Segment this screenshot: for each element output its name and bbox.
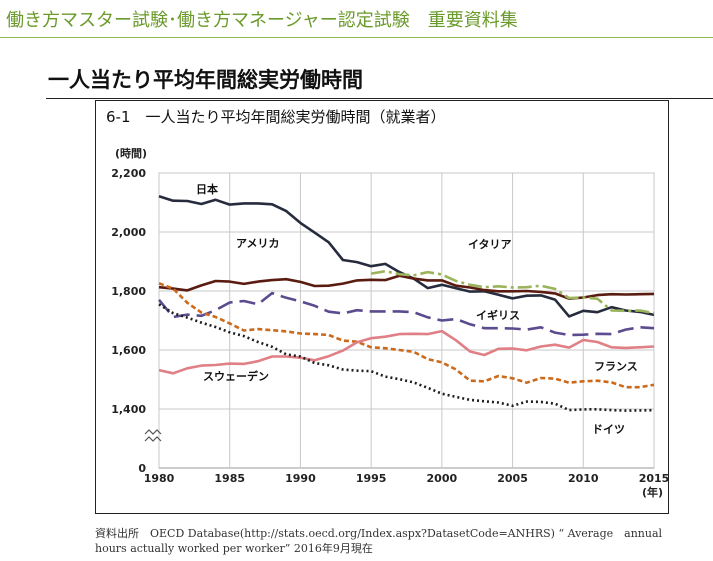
figure-frame: 6-1 一人当たり平均年間総実労働時間（就業者） 0 1,400 1,600 1,80… bbox=[95, 100, 669, 514]
axis-break-mark bbox=[144, 436, 162, 442]
header-divider bbox=[0, 37, 713, 38]
series-line-uk bbox=[157, 291, 655, 337]
series-label-japan: 日本 bbox=[196, 182, 218, 196]
series-label-usa: アメリカ bbox=[236, 237, 279, 250]
series-label-italy: イタリア bbox=[468, 238, 512, 251]
y-tick-label: 0 bbox=[138, 462, 146, 475]
x-tick-label: 2015 bbox=[639, 472, 668, 485]
series-label-uk: イギリス bbox=[476, 308, 520, 322]
y-tick-label: 2,200 bbox=[111, 167, 146, 180]
x-tick-label: 2005 bbox=[497, 472, 528, 485]
source-note: 資料出所 OECD Database(http://stats.oecd.org… bbox=[95, 526, 695, 556]
y-tick-label: 2,000 bbox=[111, 226, 146, 239]
y-tick-label: 1,600 bbox=[111, 344, 146, 357]
x-axis-label: (年) bbox=[642, 485, 663, 499]
header-title: 働き方マスター試験･働き方マネージャー認定試験 重要資料集 bbox=[6, 10, 518, 31]
axis-break-mark bbox=[144, 429, 162, 435]
y-tick-label: 1,400 bbox=[111, 403, 146, 416]
line-chart: 0 1,400 1,600 1,800 2,000 2,200 1980 1985 1990 19… bbox=[111, 146, 668, 499]
page-title: 一人当たり平均年間総実労働時間 bbox=[48, 68, 363, 92]
x-tick-label: 1995 bbox=[356, 472, 387, 485]
x-tick-label: 1990 bbox=[285, 472, 316, 485]
plot-area bbox=[158, 172, 655, 469]
x-tick-label: 1985 bbox=[214, 472, 245, 485]
series-label-sweden: スウェーデン bbox=[203, 369, 269, 383]
x-tick-label: 2000 bbox=[427, 472, 458, 485]
title-divider bbox=[46, 98, 713, 99]
source-line-2: hours actually worked per worker” 2016年9… bbox=[95, 542, 373, 555]
series-line-germany bbox=[158, 303, 655, 412]
series-line-usa bbox=[158, 274, 655, 300]
series-label-germany: ドイツ bbox=[592, 423, 625, 436]
source-line-1: 資料出所 OECD Database(http://stats.oecd.org… bbox=[95, 527, 663, 540]
series-line-sweden bbox=[158, 329, 655, 375]
y-tick-label: 1,800 bbox=[111, 285, 146, 298]
series-label-france: フランス bbox=[594, 360, 638, 373]
series-line-italy bbox=[370, 269, 655, 315]
x-tick-label: 2010 bbox=[568, 472, 599, 485]
y-axis-label: (時間) bbox=[115, 146, 147, 160]
x-tick-label: 1980 bbox=[144, 472, 175, 485]
chart-title: 6-1 一人当たり平均年間総実労働時間（就業者） bbox=[106, 108, 446, 126]
